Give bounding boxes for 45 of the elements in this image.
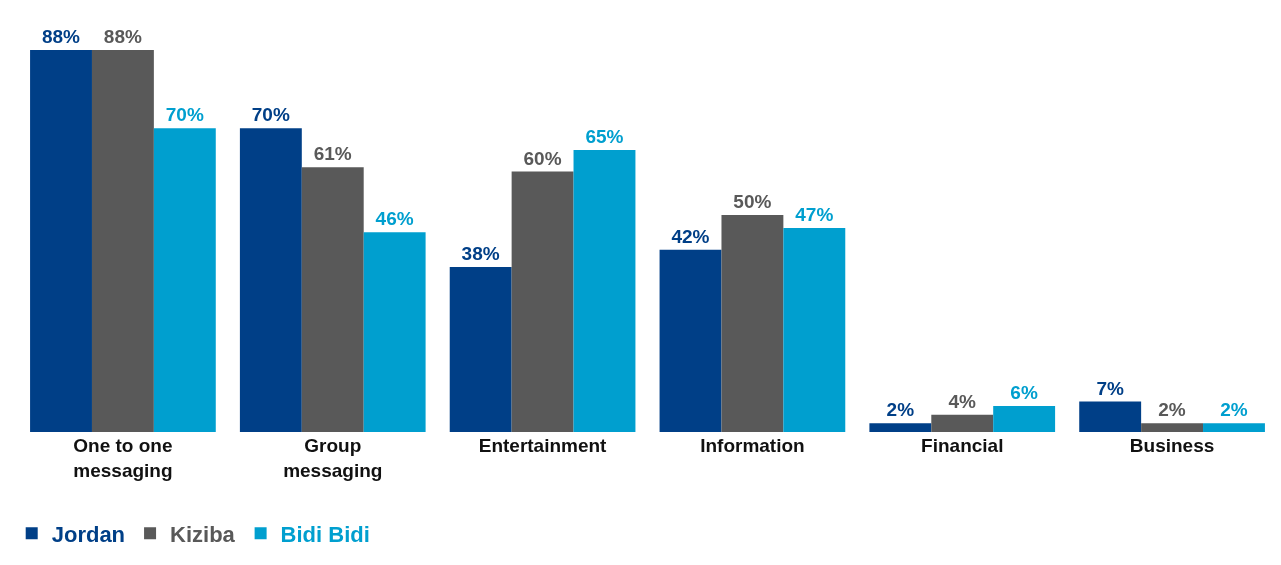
bar xyxy=(573,149,636,432)
bar xyxy=(931,414,994,432)
data-label: 42% xyxy=(671,225,710,247)
bar xyxy=(659,249,722,432)
legend-label: Bidi Bidi xyxy=(280,521,370,547)
data-label: 50% xyxy=(733,191,772,213)
bar xyxy=(301,167,364,432)
data-label: 7% xyxy=(1096,377,1124,399)
bar xyxy=(1203,423,1265,432)
data-label: 88% xyxy=(41,26,81,48)
data-label: 38% xyxy=(461,243,500,265)
x-tick-label: Information xyxy=(700,435,805,456)
legend-label: Kiziba xyxy=(170,521,236,547)
data-label: 47% xyxy=(795,204,834,226)
bar xyxy=(1079,401,1142,432)
data-label: 65% xyxy=(585,125,624,147)
data-label: 88% xyxy=(103,26,142,48)
bar xyxy=(449,267,512,432)
data-label: 6% xyxy=(1010,381,1038,403)
data-label: 70% xyxy=(251,104,290,126)
bar xyxy=(153,128,216,432)
bar xyxy=(869,423,932,432)
data-label: 46% xyxy=(375,208,414,230)
data-label: 61% xyxy=(313,143,352,165)
x-tick-label: Group messaging xyxy=(283,435,383,481)
data-label: 70% xyxy=(165,104,204,126)
bar xyxy=(239,128,302,432)
data-label: 2% xyxy=(1220,399,1248,421)
bar xyxy=(721,215,784,432)
data-label: 2% xyxy=(886,399,915,421)
x-tick-label: Entertainment xyxy=(478,435,608,456)
data-label: 60% xyxy=(523,147,562,169)
bar xyxy=(511,171,574,432)
x-tick-label: Financial xyxy=(921,435,1004,456)
bar xyxy=(993,405,1056,432)
bar xyxy=(783,228,846,432)
bar xyxy=(363,232,426,432)
bar xyxy=(91,50,154,432)
x-tick-label: Business xyxy=(1129,435,1215,456)
data-label: 2% xyxy=(1158,399,1186,421)
data-label: 4% xyxy=(948,390,977,412)
bar xyxy=(30,50,92,432)
x-tick-label: One to one messaging xyxy=(73,435,173,481)
bar xyxy=(1141,423,1204,432)
legend-label: Jordan xyxy=(51,521,126,547)
